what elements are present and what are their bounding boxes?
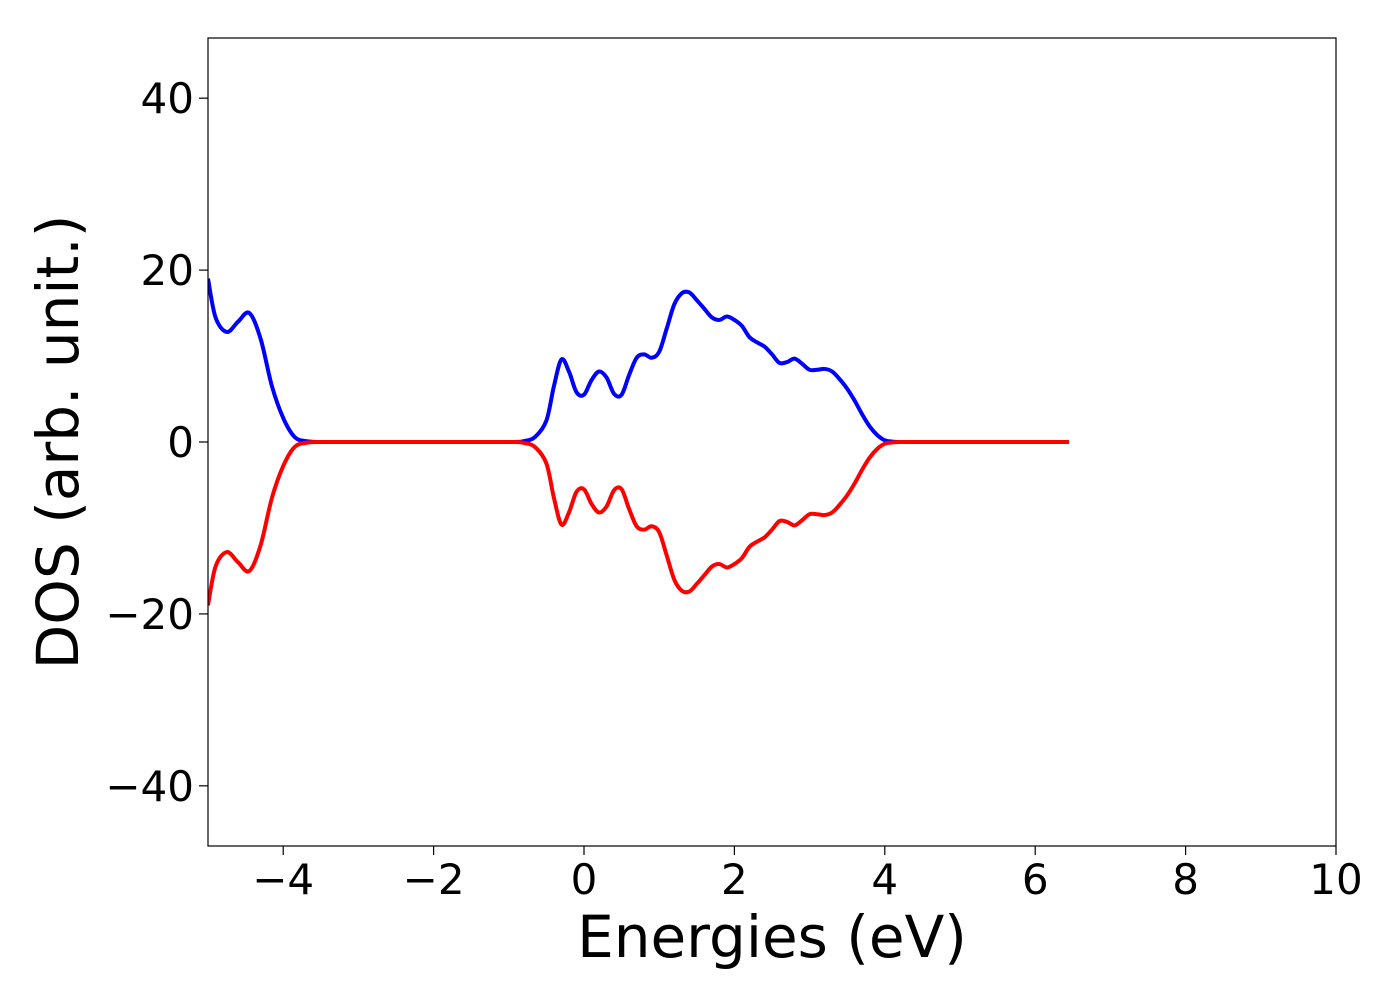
y-tick-label: 20 — [141, 246, 194, 295]
x-tick-label: 8 — [1172, 855, 1199, 904]
series-line-1 — [208, 278, 1070, 445]
series-layer — [208, 278, 1070, 606]
x-tick-label: −2 — [403, 855, 465, 904]
x-tick-label: 6 — [1022, 855, 1049, 904]
x-tick-label: 2 — [721, 855, 748, 904]
x-tick-label: 4 — [871, 855, 898, 904]
series-line-2 — [208, 439, 1070, 606]
y-tick-label: 40 — [141, 74, 194, 123]
x-tick-label: −4 — [252, 855, 314, 904]
y-tick-label: 0 — [167, 418, 194, 467]
y-axis-title: DOS (arb. unit.) — [24, 215, 92, 670]
y-tick-label: −20 — [105, 590, 194, 639]
x-tick-label: 0 — [571, 855, 598, 904]
y-tick-label: −40 — [105, 762, 194, 811]
x-axis: −4 −2 0 2 4 6 8 10 — [252, 846, 1363, 904]
x-axis-title: Energies (eV) — [577, 903, 967, 971]
x-tick-label: 10 — [1309, 855, 1362, 904]
y-axis: 40 20 0 −20 −40 — [105, 74, 208, 811]
